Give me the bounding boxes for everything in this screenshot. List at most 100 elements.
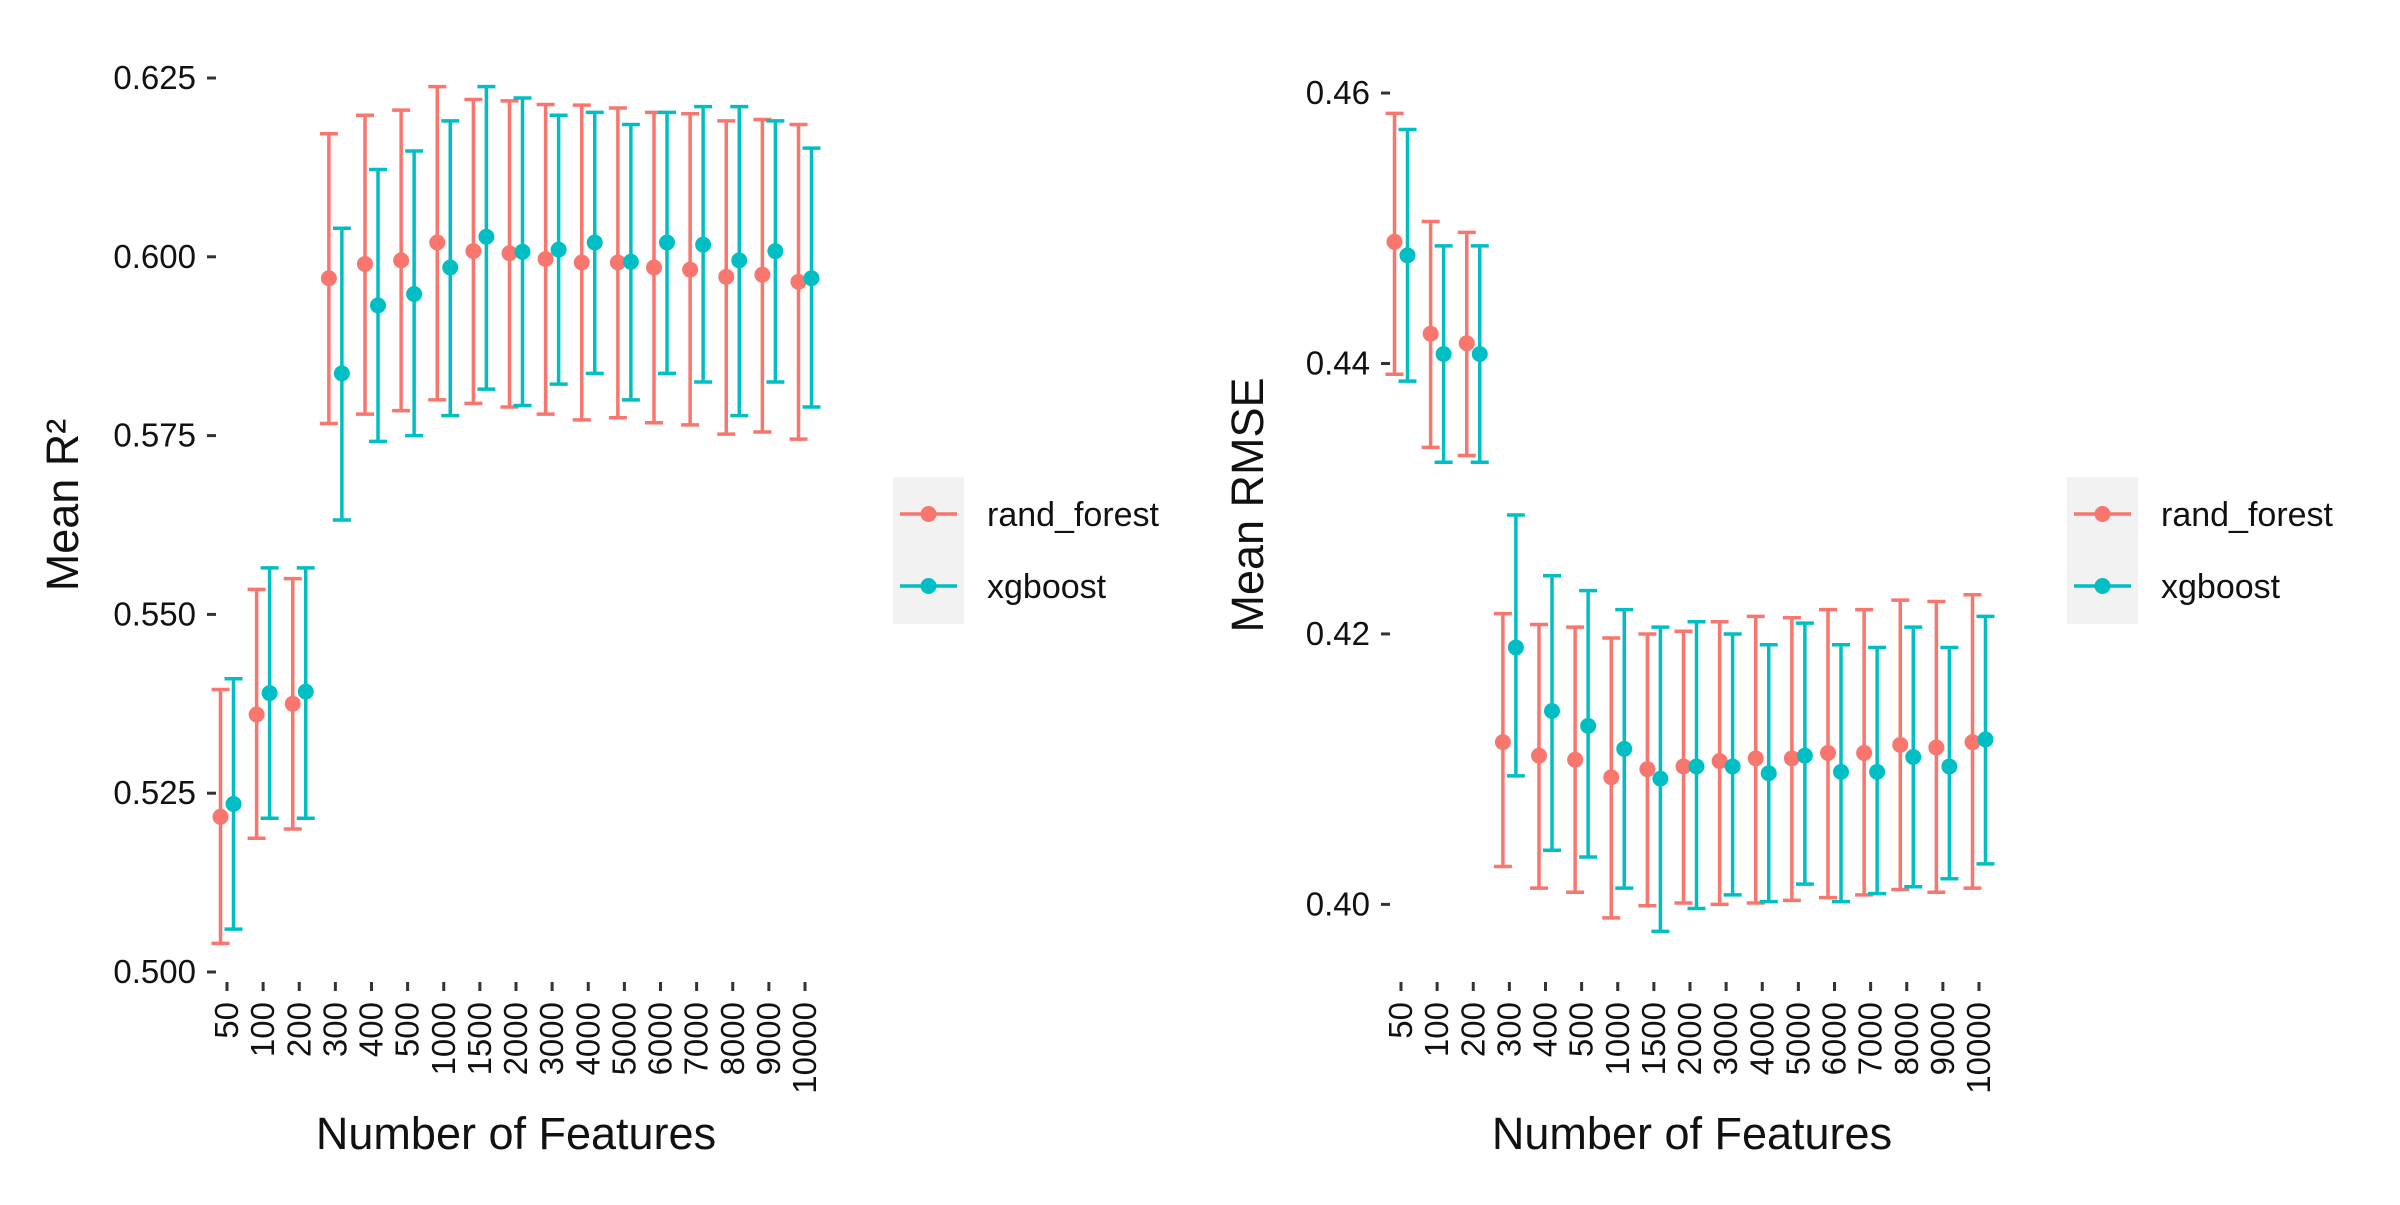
rmse-x-tick-label: 4000 bbox=[1743, 1002, 1780, 1075]
r2-x-tick-label: 4000 bbox=[569, 1002, 606, 1075]
rmse-rand-forest-point bbox=[1783, 750, 1800, 767]
rmse-rand-forest-point bbox=[1711, 753, 1728, 770]
rmse-x-tick-label: 6000 bbox=[1816, 1002, 1853, 1075]
r2-xgboost-point bbox=[659, 234, 675, 251]
r2-xgboost-point bbox=[695, 236, 712, 253]
rmse-x-tick-label: 300 bbox=[1490, 1002, 1527, 1057]
rmse-rand-forest-point bbox=[1531, 747, 1547, 764]
rmse-xgboost-point bbox=[1471, 346, 1488, 363]
r2-x-tick-label: 7000 bbox=[678, 1002, 715, 1075]
rmse-x-tick-label: 7000 bbox=[1852, 1002, 1889, 1075]
r2-legend-key-point-xgboost bbox=[920, 578, 937, 594]
r2-xgboost-point bbox=[478, 228, 495, 245]
rmse-rand-forest-point bbox=[1820, 744, 1836, 761]
r2-x-tick-label: 3000 bbox=[533, 1002, 570, 1075]
r2-y-tick-label: 0.575 bbox=[113, 417, 196, 454]
r2-xgboost-point bbox=[767, 243, 784, 260]
rmse-rand-forest-point bbox=[1422, 325, 1439, 342]
x-axis-title-r2: Number of Features bbox=[316, 1108, 716, 1159]
rmse-rand-forest-point bbox=[1386, 233, 1403, 250]
r2-rand-forest-point bbox=[609, 254, 626, 271]
r2-rand-forest-point bbox=[790, 273, 807, 290]
rmse-xgboost-point bbox=[1688, 758, 1705, 775]
r2-xgboost-point bbox=[297, 683, 314, 700]
rmse-rand-forest-point bbox=[1856, 744, 1873, 761]
rmse-rand-forest-point bbox=[1639, 761, 1656, 778]
r2-x-tick-label: 6000 bbox=[642, 1002, 679, 1075]
r2-xgboost-point bbox=[622, 253, 639, 270]
rmse-rand-forest-point bbox=[1494, 734, 1511, 751]
r2-xgboost-point bbox=[261, 685, 278, 702]
rmse-rand-forest-point bbox=[1964, 734, 1981, 751]
rmse-x-tick-label: 2000 bbox=[1671, 1002, 1708, 1075]
y-axis-title-r2: Mean R² bbox=[37, 419, 88, 592]
r2-y-tick-label: 0.600 bbox=[113, 238, 196, 275]
rmse-rand-forest-point bbox=[1892, 736, 1909, 753]
r2-rand-forest-point bbox=[357, 255, 373, 272]
r2-xgboost-point bbox=[550, 241, 567, 258]
rmse-y-tick-label: 0.44 bbox=[1306, 344, 1370, 381]
rmse-x-tick-label: 50 bbox=[1382, 1002, 1419, 1039]
rmse-x-tick-label: 1500 bbox=[1635, 1002, 1672, 1075]
rmse-xgboost-point bbox=[1869, 763, 1886, 780]
rmse-rand-forest-point bbox=[1675, 758, 1692, 775]
r2-x-tick-label: 200 bbox=[280, 1002, 317, 1057]
rmse-rand-forest-point bbox=[1603, 769, 1620, 786]
rmse-xgboost-point bbox=[1905, 748, 1922, 765]
rmse-x-tick-label: 1000 bbox=[1599, 1002, 1636, 1075]
rmse-xgboost-point bbox=[1833, 763, 1849, 780]
r2-x-tick-label: 1500 bbox=[461, 1002, 498, 1075]
r2-rand-forest-point bbox=[393, 252, 410, 269]
rmse-xgboost-point bbox=[1544, 703, 1560, 720]
rmse-xgboost-point bbox=[1399, 247, 1416, 264]
r2-x-tick-label: 300 bbox=[316, 1002, 353, 1057]
rmse-legend-label-xgboost: xgboost bbox=[2161, 568, 2281, 606]
rmse-x-tick-label: 8000 bbox=[1888, 1002, 1925, 1075]
rmse-y-tick-label: 0.40 bbox=[1306, 885, 1370, 922]
r2-x-tick-label: 400 bbox=[353, 1002, 390, 1057]
r2-x-tick-label: 8000 bbox=[714, 1002, 751, 1075]
rmse-x-tick-label: 3000 bbox=[1707, 1002, 1744, 1075]
r2-x-tick-label: 2000 bbox=[497, 1002, 534, 1075]
rmse-legend-key-point-xgboost bbox=[2094, 578, 2111, 594]
r2-xgboost-point bbox=[370, 297, 386, 314]
rmse-panel: Mean RMSE Number of Features 0.40 0.42 0.4… bbox=[1222, 74, 2334, 1159]
x-axis-title-rmse: Number of Features bbox=[1492, 1108, 1892, 1159]
rmse-xgboost-point bbox=[1941, 758, 1958, 775]
rmse-legend-label-rand-forest: rand_forest bbox=[2161, 496, 2334, 534]
r2-xgboost-point bbox=[333, 365, 350, 382]
r2-rand-forest-point bbox=[429, 234, 446, 251]
r2-xgboost-point bbox=[442, 259, 459, 276]
r2-xgboost-point bbox=[406, 285, 423, 302]
rmse-rand-forest-point bbox=[1928, 739, 1945, 756]
r2-rand-forest-point bbox=[682, 261, 699, 278]
r2-rand-forest-point bbox=[501, 245, 518, 262]
r2-y-tick-label: 0.500 bbox=[113, 953, 196, 990]
rmse-xgboost-point bbox=[1616, 740, 1633, 757]
r2-legend-keys-background bbox=[893, 477, 964, 624]
rmse-y-tick-label: 0.46 bbox=[1306, 74, 1370, 111]
r2-legend-label-xgboost: xgboost bbox=[987, 568, 1107, 606]
rmse-xgboost-point bbox=[1796, 747, 1813, 764]
r2-y-tick-label: 0.625 bbox=[113, 59, 196, 96]
r2-xgboost-point bbox=[586, 234, 603, 251]
rmse-xgboost-point bbox=[1435, 346, 1452, 363]
r2-y-tick-label: 0.525 bbox=[113, 774, 196, 811]
rmse-x-tick-label: 100 bbox=[1418, 1002, 1455, 1057]
rmse-xgboost-point bbox=[1507, 639, 1524, 656]
r2-x-tick-label: 1000 bbox=[425, 1002, 462, 1075]
r2-x-tick-label: 50 bbox=[208, 1002, 245, 1039]
rmse-x-tick-label: 9000 bbox=[1924, 1002, 1961, 1075]
r2-x-tick-label: 500 bbox=[389, 1002, 426, 1057]
r2-xgboost-point bbox=[731, 252, 748, 269]
r2-x-tick-label: 9000 bbox=[750, 1002, 787, 1075]
r2-legend-label-rand-forest: rand_forest bbox=[987, 496, 1160, 534]
rmse-x-tick-label: 500 bbox=[1563, 1002, 1600, 1057]
r2-rand-forest-point bbox=[718, 268, 735, 285]
r2-x-tick-label: 5000 bbox=[605, 1002, 642, 1075]
r2-rand-forest-point bbox=[465, 243, 482, 260]
rmse-xgboost-point bbox=[1580, 717, 1597, 734]
r2-legend-key-point-rand-forest bbox=[920, 506, 937, 522]
